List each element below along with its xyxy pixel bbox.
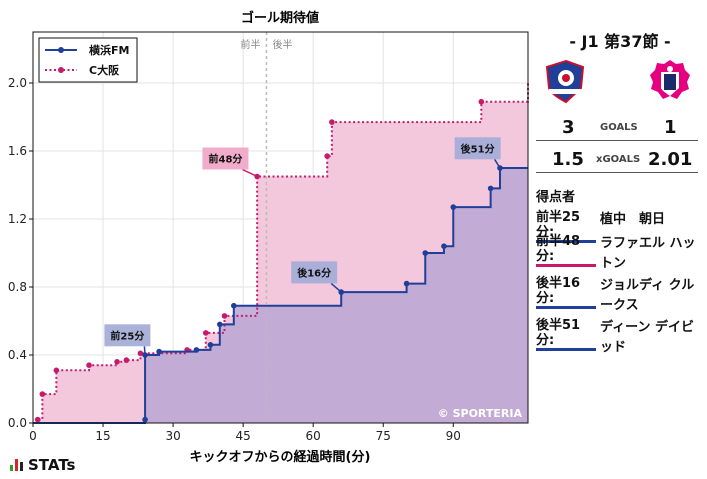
series-point-0: [441, 243, 447, 249]
series-point-0: [142, 416, 148, 423]
series-point-1: [114, 359, 120, 365]
series-point-1: [123, 357, 130, 363]
series-point-0: [487, 185, 494, 192]
series-point-1: [137, 350, 144, 357]
scorer-1-time: 前半25分:: [536, 210, 596, 243]
annotation-label: 前25分: [110, 329, 144, 342]
scorer-2: 前半48分: ラファエル ハットン: [536, 234, 696, 271]
scorer-1-name: 植中 朝日: [600, 212, 666, 227]
x-tick-label: 60: [306, 429, 321, 443]
scorer-2-time: 前半48分:: [536, 234, 596, 267]
scorer-1: 前半25分: 植中 朝日: [536, 210, 665, 243]
annotation-pointer: [493, 158, 501, 169]
brand-label: STATs: [28, 456, 76, 474]
xg-row: 1.5 xGOALS 2.01: [536, 146, 698, 173]
series-point-0: [156, 348, 162, 355]
series-point-0: [231, 302, 237, 309]
series-point-1: [324, 153, 330, 159]
scorer-3-time: 後半16分:: [536, 276, 596, 309]
series-point-1: [478, 98, 485, 105]
y-tick-label: 1.6: [8, 144, 27, 158]
annotation-pointer: [143, 346, 146, 356]
annotation-box: [202, 147, 249, 170]
series-point-0: [193, 347, 200, 353]
series-point-1: [202, 330, 209, 336]
series-point-1: [329, 119, 335, 125]
series-point-0: [422, 250, 429, 256]
y-tick-label: 0.0: [8, 416, 27, 430]
x-tick-label: 75: [376, 429, 391, 443]
legend: 横浜FM C大阪: [38, 37, 138, 83]
series-point-1: [39, 391, 46, 397]
watermark: © SPORTERIA: [438, 407, 523, 420]
series-point-1: [53, 367, 60, 374]
xg-chart: ゴール期待値 前半 後半 0 15 30 45 60 75 90 0.0 0.4 0.8 1.2 1.6 2…: [8, 10, 529, 465]
y-tick-label: 0.4: [8, 348, 27, 362]
annotation-box: [291, 261, 338, 284]
scorer-2-name: ラファエル ハットン: [600, 236, 696, 271]
goals-label: GOALS: [600, 122, 638, 133]
legend-label-0: 横浜FM: [89, 43, 129, 57]
away-xg: 2.01: [648, 149, 693, 170]
first-half-label: 前半: [240, 38, 260, 51]
annotation-box: [454, 137, 501, 160]
goals-row: 3 GOALS 1: [536, 114, 698, 141]
scorer-3-name: ジョルディ クルークス: [600, 278, 695, 313]
scorer-4: 後半51分: ディーン デイビッド: [536, 318, 694, 355]
series-point-0: [216, 321, 223, 328]
x-tick-label: 30: [165, 429, 180, 443]
series-point-0: [403, 280, 410, 287]
y-tick-label: 0.8: [8, 280, 27, 294]
scorers-title: 得点者: [536, 190, 576, 205]
annotation-pointer: [330, 282, 342, 293]
chart-title: ゴール期待値: [241, 10, 319, 26]
y-tick-label: 2.0: [8, 76, 27, 90]
series-area-0: [33, 168, 528, 423]
y-tick-label: 1.2: [8, 212, 27, 226]
plot-area: 前半 後半 0 15 30 45 60 75 90 0.0 0.4 0.8 1.2 1.6 2.0 前25分 前…: [8, 31, 529, 443]
annotation-pointer: [242, 168, 258, 178]
match-round-header: - J1 第37節 -: [569, 32, 671, 51]
home-xg: 1.5: [552, 149, 584, 170]
legend-marker-0: [58, 47, 64, 53]
scorer-4-time: 後半51分:: [536, 318, 596, 351]
annotation-label: 後51分: [461, 142, 495, 155]
x-tick-label: 0: [29, 429, 37, 443]
series-point-1: [34, 416, 41, 423]
x-tick-label: 90: [446, 429, 461, 443]
x-tick-label: 15: [95, 429, 110, 443]
series-point-1: [86, 362, 92, 369]
brand-logo: STATs: [10, 456, 75, 474]
series-point-0: [450, 204, 457, 210]
away-goals: 1: [664, 117, 677, 138]
annotation-label: 前48分: [209, 153, 243, 166]
xg-label: xGOALS: [596, 154, 641, 165]
series-point-1: [221, 313, 228, 319]
legend-box: [38, 37, 138, 83]
away-team-logo: [650, 60, 690, 99]
legend-label-1: C大阪: [89, 63, 120, 77]
home-team-logo: [545, 59, 585, 104]
bar-chart-icon: [10, 459, 24, 471]
x-tick-label: 45: [236, 429, 251, 443]
home-goals: 3: [562, 117, 575, 138]
legend-marker-1: [58, 67, 64, 73]
scorer-3: 後半16分: ジョルディ クルークス: [536, 276, 694, 313]
x-axis-label: キックオフからの経過時間(分): [190, 449, 371, 465]
scorer-4-name: ディーン デイビッド: [600, 320, 694, 355]
series-point-0: [207, 342, 214, 348]
second-half-label: 後半: [272, 38, 292, 51]
plot-frame: [32, 31, 529, 424]
annotation-box: [104, 324, 151, 347]
annotation-label: 後16分: [297, 266, 331, 279]
